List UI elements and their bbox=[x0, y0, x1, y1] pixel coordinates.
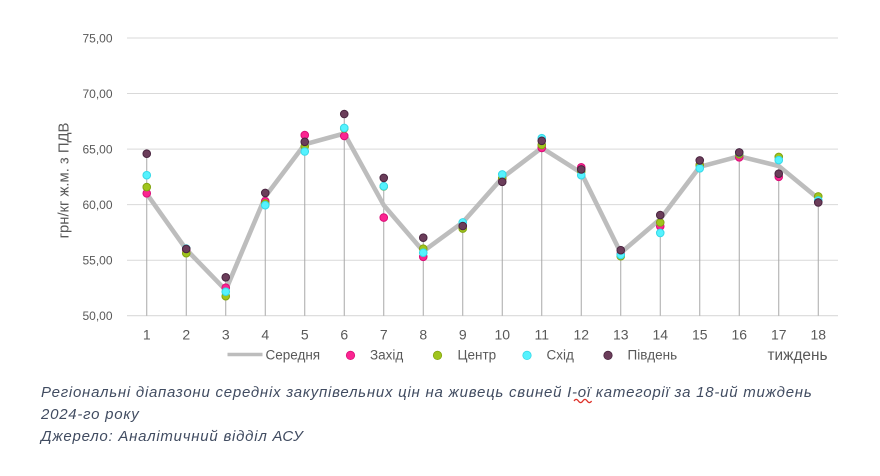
svg-text:70,00: 70,00 bbox=[82, 87, 112, 101]
svg-text:7: 7 bbox=[380, 327, 388, 343]
svg-text:55,00: 55,00 bbox=[82, 254, 112, 268]
svg-text:2: 2 bbox=[182, 327, 190, 343]
svg-text:16: 16 bbox=[731, 327, 747, 343]
svg-text:Середня: Середня bbox=[266, 347, 321, 362]
svg-text:Захід: Захід bbox=[370, 347, 403, 362]
svg-text:9: 9 bbox=[459, 327, 467, 343]
svg-text:65,00: 65,00 bbox=[82, 143, 112, 157]
svg-text:14: 14 bbox=[652, 327, 668, 343]
svg-text:17: 17 bbox=[771, 327, 787, 343]
svg-text:6: 6 bbox=[340, 327, 348, 343]
svg-text:Центр: Центр bbox=[458, 347, 497, 362]
svg-text:15: 15 bbox=[692, 327, 708, 343]
svg-text:грн/кг ж.м. з ПДВ: грн/кг ж.м. з ПДВ bbox=[57, 123, 73, 239]
svg-text:5: 5 bbox=[301, 327, 309, 343]
svg-text:12: 12 bbox=[573, 327, 589, 343]
svg-text:Південь: Південь bbox=[628, 347, 678, 362]
svg-text:50,00: 50,00 bbox=[82, 309, 112, 323]
svg-text:10: 10 bbox=[494, 327, 510, 343]
svg-text:4: 4 bbox=[261, 327, 269, 343]
svg-text:18: 18 bbox=[810, 327, 826, 343]
svg-text:тиждень: тиждень bbox=[768, 347, 828, 364]
svg-text:8: 8 bbox=[419, 327, 427, 343]
svg-text:1: 1 bbox=[143, 327, 151, 343]
svg-text:11: 11 bbox=[534, 327, 549, 343]
svg-text:60,00: 60,00 bbox=[82, 198, 112, 212]
svg-text:3: 3 bbox=[222, 327, 230, 343]
svg-text:75,00: 75,00 bbox=[82, 31, 112, 45]
svg-text:13: 13 bbox=[613, 327, 629, 343]
svg-text:Схід: Схід bbox=[547, 347, 574, 362]
